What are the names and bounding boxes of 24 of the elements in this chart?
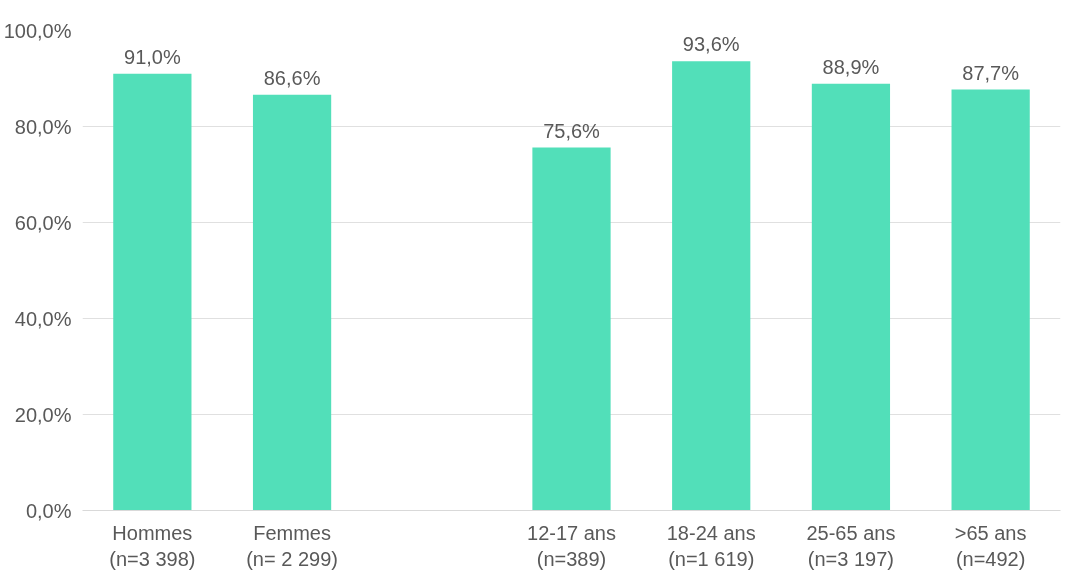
y-tick-label: 0,0% <box>25 499 72 522</box>
x-tick-label: Hommes (n=3 398) <box>109 521 196 570</box>
y-tick-label: 40,0% <box>14 307 72 330</box>
data-label: 93,6% <box>682 33 740 56</box>
y-tick-label: 100,0% <box>3 19 72 42</box>
bar <box>672 61 751 511</box>
bar <box>811 83 891 511</box>
bar <box>951 89 1030 511</box>
bar <box>113 73 192 511</box>
data-label: 75,6% <box>543 119 601 142</box>
data-label: 86,6% <box>263 66 321 89</box>
data-label: 88,9% <box>822 55 880 78</box>
y-tick-label: 80,0% <box>14 115 72 138</box>
x-tick-label: 25-65 ans (n=3 197) <box>806 521 896 570</box>
y-tick-label: 20,0% <box>14 403 72 426</box>
x-tick-label: Femmes (n= 2 299) <box>246 521 338 570</box>
bar <box>252 94 332 511</box>
x-tick-label: 18-24 ans (n=1 619) <box>666 521 756 570</box>
data-label: 87,7% <box>962 61 1020 84</box>
data-label: 91,0% <box>124 45 181 68</box>
x-tick-label: >65 ans (n=492) <box>954 521 1027 570</box>
x-tick-label: 12-17 ans (n=389) <box>527 521 616 570</box>
bar <box>532 147 611 511</box>
y-tick-label: 60,0% <box>14 211 72 234</box>
